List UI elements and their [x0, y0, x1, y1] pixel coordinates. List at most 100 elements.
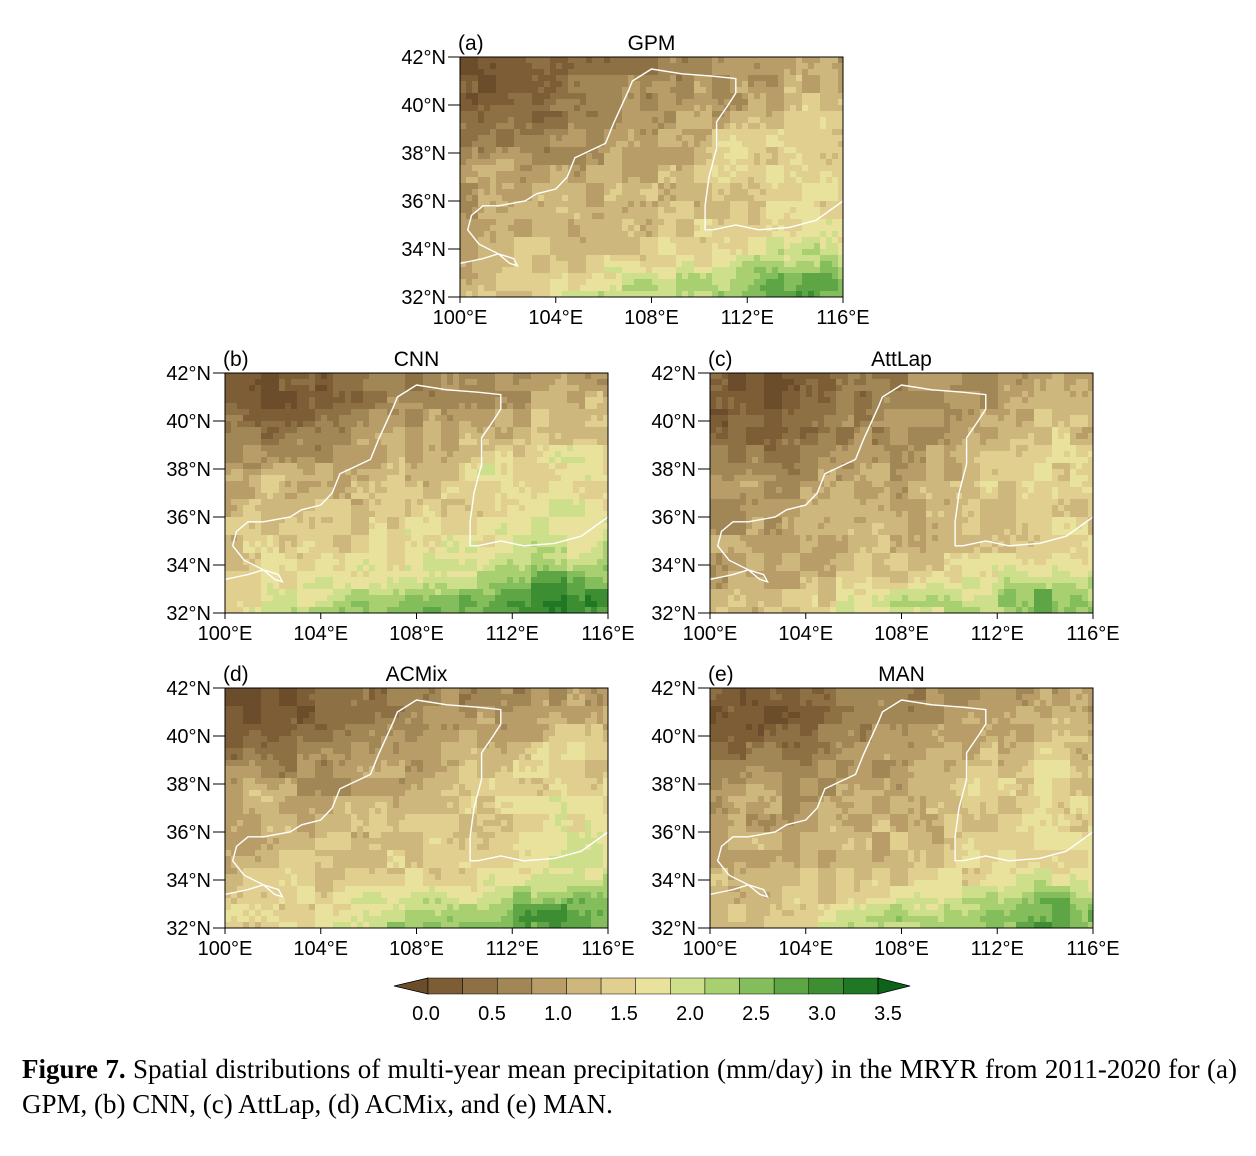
lat-tick-label: 42°N [651, 363, 696, 385]
boundary-line [877, 699, 1094, 862]
lat-tick-label: 42°N [166, 678, 211, 700]
colorbar-tick-label: 0.5 [478, 1003, 506, 1025]
colorbar-segment [427, 977, 463, 995]
colorbar-segment [773, 977, 810, 995]
colorbar-segment [843, 977, 879, 995]
colorbar-tick-label: 2.0 [676, 1003, 704, 1025]
lon-tick-label: 104°E [293, 938, 348, 960]
boundary-line [224, 406, 395, 583]
lon-tick-label: 116°E [1066, 938, 1119, 960]
lon-tick-label: 108°E [389, 938, 444, 960]
lon-tick-label: 100°E [198, 938, 253, 960]
lat-tick-label: 34°N [651, 870, 696, 892]
lat-tick-label: 36°N [651, 822, 696, 844]
colorbar-tick-label: 1.5 [610, 1003, 638, 1025]
panel-title: CNN [394, 348, 440, 371]
lat-tick-label: 32°N [401, 287, 446, 309]
lat-tick-label: 36°N [166, 822, 211, 844]
lon-tick-label: 108°E [874, 938, 929, 960]
lat-tick-label: 38°N [651, 774, 696, 796]
panel-label: (a) [458, 32, 484, 55]
lon-tick-label: 100°E [683, 938, 738, 960]
colorbar-tick-label: 0.0 [412, 1003, 440, 1025]
panel-title: ACMix [386, 663, 448, 686]
colorbar: 0.0 0.5 1.0 1.5 2.0 2.5 3.0 3.5 [393, 977, 911, 1025]
colorbar-tick-label: 1.0 [544, 1003, 572, 1025]
boundary-line [877, 384, 1094, 547]
lon-tick-label: 112°E [486, 623, 539, 645]
colorbar-segment [600, 977, 636, 995]
lon-tick-label: 108°E [874, 623, 929, 645]
lon-tick-label: 112°E [486, 938, 539, 960]
panel-label: (b) [223, 348, 249, 371]
colorbar-tick-label: 2.5 [742, 1003, 770, 1025]
lat-tick-label: 36°N [166, 507, 211, 529]
lon-tick-label: 100°E [683, 623, 738, 645]
colorbar-segment [635, 977, 671, 995]
lat-tick-label: 38°N [166, 774, 211, 796]
precip-field-d [225, 688, 608, 928]
lon-tick-label: 104°E [528, 307, 583, 329]
figure-caption: Figure 7. Spatial distributions of multi… [22, 1052, 1237, 1122]
panel-label: (d) [223, 663, 249, 686]
caption-label: Figure 7. [22, 1054, 126, 1084]
colorbar-segment [739, 977, 775, 995]
lat-tick-label: 34°N [166, 870, 211, 892]
lat-tick-label: 32°N [166, 918, 211, 940]
colorbar-segment [808, 977, 844, 995]
boundary-line [392, 699, 609, 862]
lat-tick-label: 40°N [651, 726, 696, 748]
lat-tick-label: 38°N [166, 459, 211, 481]
lon-tick-label: 100°E [433, 307, 488, 329]
lat-tick-label: 42°N [651, 678, 696, 700]
boundary-line [459, 90, 630, 267]
lat-tick-label: 38°N [401, 143, 446, 165]
precip-field-b [225, 373, 608, 613]
precip-field-e [710, 688, 1093, 928]
lon-tick-label: 116°E [816, 307, 869, 329]
lon-tick-label: 112°E [971, 938, 1024, 960]
lat-tick-label: 34°N [651, 555, 696, 577]
colorbar-segment [670, 977, 706, 995]
lat-tick-label: 40°N [166, 726, 211, 748]
caption-text: Spatial distributions of multi-year mean… [22, 1054, 1237, 1119]
panel-title: AttLap [871, 348, 932, 371]
lat-tick-label: 32°N [651, 918, 696, 940]
boundary-line [224, 721, 395, 898]
colorbar-extend-high [877, 977, 911, 995]
colorbar-segment [531, 977, 567, 995]
precip-field-a [460, 57, 843, 297]
lat-tick-label: 40°N [166, 411, 211, 433]
colorbar-extend-low [393, 977, 429, 995]
lon-tick-label: 104°E [778, 623, 833, 645]
lat-tick-label: 32°N [651, 603, 696, 625]
panel-label: (e) [708, 663, 734, 686]
panel-label: (c) [708, 348, 733, 371]
lat-tick-label: 38°N [651, 459, 696, 481]
boundary-line [709, 721, 880, 898]
lon-tick-label: 112°E [971, 623, 1024, 645]
lat-tick-label: 42°N [401, 47, 446, 69]
lon-tick-label: 116°E [1066, 623, 1119, 645]
boundary-line [392, 384, 609, 547]
colorbar-segment [566, 977, 602, 995]
lat-tick-label: 34°N [166, 555, 211, 577]
lat-tick-label: 36°N [651, 507, 696, 529]
precip-field-c [710, 373, 1093, 613]
lat-tick-label: 32°N [166, 603, 211, 625]
lon-tick-label: 104°E [778, 938, 833, 960]
lon-tick-label: 108°E [624, 307, 679, 329]
colorbar-segment [462, 977, 498, 995]
lon-tick-label: 116°E [581, 938, 634, 960]
colorbar-tick-label: 3.0 [808, 1003, 836, 1025]
lon-tick-label: 108°E [389, 623, 444, 645]
lon-tick-label: 100°E [198, 623, 253, 645]
boundary-line [709, 406, 880, 583]
lat-tick-label: 40°N [401, 95, 446, 117]
colorbar-tick-label: 3.5 [874, 1003, 902, 1025]
